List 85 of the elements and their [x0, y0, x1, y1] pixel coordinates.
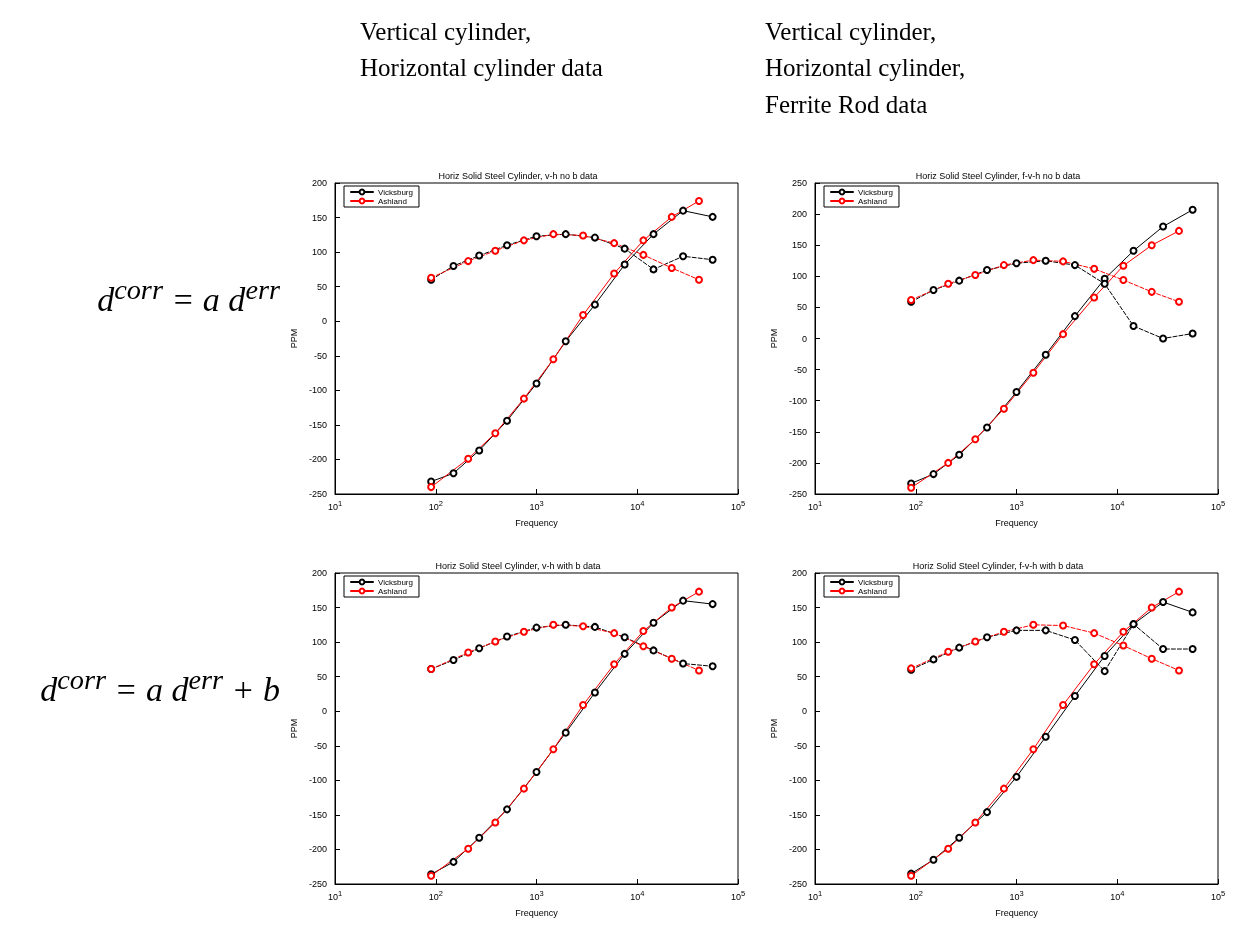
legend-label: Vicksburg — [858, 577, 893, 587]
y-tick-label: 150 — [791, 602, 807, 613]
y-tick-label: -150 — [308, 419, 327, 430]
y-tick-label: -250 — [308, 489, 327, 499]
x-tick-label: 10$^{3}$ — [529, 888, 544, 903]
y-tick-label: -200 — [788, 844, 807, 855]
x-tick-label: 10$^{2}$ — [428, 498, 443, 513]
y-tick-label: -100 — [308, 385, 327, 396]
y-tick-label: -200 — [788, 457, 807, 468]
y-tick-label: 200 — [791, 568, 807, 578]
y-tick-label: -200 — [308, 454, 327, 465]
y-tick-label: 0 — [321, 316, 327, 327]
y-tick-label: 0 — [801, 706, 807, 717]
y-axis-title: PPM — [288, 718, 299, 739]
x-tick-label: 10$^{4}$ — [1110, 888, 1125, 903]
y-tick-label: 100 — [791, 271, 807, 282]
y-tick-label: -250 — [788, 879, 807, 889]
x-axis-title: Frequency — [515, 907, 559, 918]
y-tick-label: 150 — [311, 602, 327, 613]
chart-title: Horiz Solid Steel Cylinder, f-v-h with b data — [912, 560, 1084, 571]
y-tick-label: 200 — [311, 178, 327, 188]
x-tick-label: 10$^{4}$ — [630, 498, 645, 513]
x-tick-label: 10$^{2}$ — [908, 888, 923, 903]
y-tick-label: 50 — [316, 671, 327, 682]
y-tick-label: 0 — [321, 706, 327, 717]
x-axis-title: Frequency — [515, 517, 559, 528]
y-tick-label: 50 — [316, 281, 327, 292]
y-tick-label: -150 — [308, 809, 327, 820]
y-axis-title: PPM — [768, 718, 779, 739]
x-tick-label: 10$^{5}$ — [730, 888, 746, 903]
x-tick-label: 10$^{1}$ — [327, 888, 343, 903]
x-tick-label: 10$^{5}$ — [730, 498, 746, 513]
x-tick-label: 10$^{5}$ — [1210, 888, 1226, 903]
y-axis-title: PPM — [768, 328, 779, 349]
y-axis-title: PPM — [288, 328, 299, 349]
text: d$^{corr}$ = a d$^{err}$ — [96, 274, 280, 320]
y-tick-label: -250 — [788, 489, 807, 499]
y-tick-label: 250 — [791, 178, 807, 188]
chart-title: Horiz Solid Steel Cylinder, v-h with b data — [435, 560, 601, 571]
x-tick-label: 10$^{1}$ — [327, 498, 343, 513]
x-tick-label: 10$^{5}$ — [1210, 498, 1226, 513]
y-tick-label: -50 — [793, 364, 807, 375]
y-tick-label: -100 — [788, 395, 807, 406]
y-tick-label: 100 — [311, 247, 327, 258]
y-tick-label: 50 — [796, 671, 807, 682]
y-tick-label: -50 — [793, 740, 807, 751]
chart-title: Horiz Solid Steel Cylinder, v-h no b data — [438, 170, 598, 181]
y-tick-label: 100 — [311, 637, 327, 648]
x-tick-label: 10$^{3}$ — [529, 498, 544, 513]
y-tick-label: -150 — [788, 809, 807, 820]
legend-label: Vicksburg — [858, 187, 893, 197]
text: Vertical cylinder, Horizontal cylinder data — [360, 17, 603, 84]
y-tick-label: -50 — [313, 740, 327, 751]
y-tick-label: 100 — [791, 637, 807, 648]
y-tick-label: 200 — [311, 568, 327, 578]
x-tick-label: 10$^{2}$ — [908, 498, 923, 513]
x-tick-label: 10$^{2}$ — [428, 888, 443, 903]
y-tick-label: 150 — [311, 212, 327, 223]
x-tick-label: 10$^{3}$ — [1009, 498, 1024, 513]
y-tick-label: 50 — [796, 302, 807, 313]
y-tick-label: -150 — [788, 426, 807, 437]
x-axis-title: Frequency — [995, 907, 1039, 918]
legend-label: Vicksburg — [378, 187, 413, 197]
y-tick-label: -50 — [313, 350, 327, 361]
legend-label: Ashland — [858, 586, 887, 596]
text: Vertical cylinder, Horizontal cylinder, Ferrite Rod data — [765, 17, 966, 120]
x-axis-title: Frequency — [995, 517, 1039, 528]
legend-label: Vicksburg — [378, 577, 413, 587]
y-tick-label: 0 — [801, 333, 807, 344]
legend-label: Ashland — [858, 196, 887, 206]
x-tick-label: 10$^{1}$ — [807, 888, 823, 903]
x-tick-label: 10$^{1}$ — [807, 498, 823, 513]
y-tick-label: 150 — [791, 240, 807, 251]
y-tick-label: 200 — [791, 209, 807, 220]
chart-title: Horiz Solid Steel Cylinder, f-v-h no b data — [915, 170, 1081, 181]
x-tick-label: 10$^{4}$ — [630, 888, 645, 903]
y-tick-label: -250 — [308, 879, 327, 889]
legend-label: Ashland — [378, 586, 407, 596]
x-tick-label: 10$^{4}$ — [1110, 498, 1125, 513]
y-tick-label: -100 — [308, 775, 327, 786]
text: d$^{corr}$ = a d$^{err}$ + b — [39, 664, 280, 710]
y-tick-label: -200 — [308, 844, 327, 855]
x-tick-label: 10$^{3}$ — [1009, 888, 1024, 903]
y-tick-label: -100 — [788, 775, 807, 786]
legend-label: Ashland — [378, 196, 407, 206]
